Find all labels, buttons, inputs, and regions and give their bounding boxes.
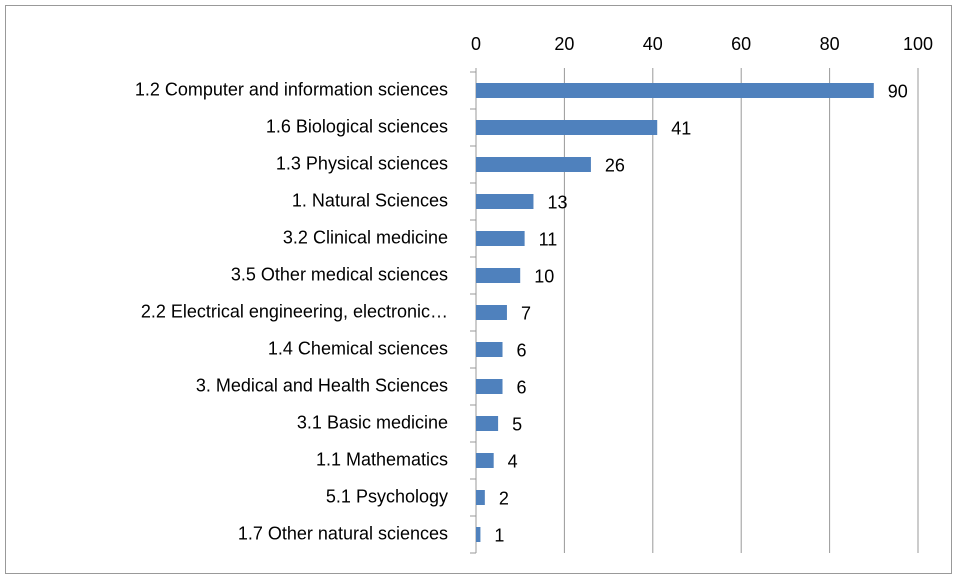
x-tick-label: 20 — [554, 34, 574, 54]
bar — [476, 416, 499, 431]
y-tick-label: 1.4 Chemical sciences — [268, 338, 448, 358]
y-tick-label: 3. Medical and Health Sciences — [196, 375, 448, 395]
x-tick-label: 80 — [820, 34, 840, 54]
data-label: 90 — [888, 81, 908, 101]
y-tick-label: 1.2 Computer and information sciences — [135, 79, 448, 99]
data-label: 6 — [517, 340, 527, 360]
x-tick-label: 60 — [731, 34, 751, 54]
data-label: 26 — [605, 155, 625, 175]
bar — [476, 268, 521, 283]
bar — [476, 231, 525, 246]
data-label: 11 — [539, 229, 558, 249]
x-tick-label: 100 — [903, 34, 933, 54]
y-tick-label: 3.1 Basic medicine — [297, 412, 448, 432]
data-label: 10 — [534, 266, 554, 286]
bar — [476, 194, 534, 209]
data-label: 41 — [671, 118, 691, 138]
bar — [476, 120, 658, 135]
bar — [476, 453, 494, 468]
y-tick-label: 1. Natural Sciences — [292, 190, 448, 210]
data-label: 7 — [521, 303, 531, 323]
data-label: 1 — [494, 525, 504, 545]
data-label: 6 — [517, 377, 527, 397]
y-tick-label: 3.2 Clinical medicine — [283, 227, 448, 247]
y-tick-label: 1.7 Other natural sciences — [238, 523, 448, 543]
x-tick-label: 40 — [643, 34, 663, 54]
bar — [476, 379, 503, 394]
data-label: 13 — [547, 192, 567, 212]
bar — [476, 157, 591, 172]
chart-border — [5, 5, 952, 574]
y-tick-label: 3.5 Other medical sciences — [231, 264, 448, 284]
bar — [476, 83, 874, 98]
data-label: 5 — [512, 414, 522, 434]
bar — [476, 342, 503, 357]
y-tick-label: 2.2 Electrical engineering, electronic… — [141, 301, 448, 321]
x-tick-label: 0 — [471, 34, 481, 54]
y-tick-label: 5.1 Psychology — [326, 486, 448, 506]
y-tick-label: 1.1 Mathematics — [316, 449, 448, 469]
y-tick-label: 1.3 Physical sciences — [276, 153, 448, 173]
bar — [476, 490, 485, 505]
y-tick-label: 1.6 Biological sciences — [266, 116, 448, 136]
bar — [476, 527, 481, 542]
bar — [476, 305, 507, 320]
data-label: 2 — [499, 488, 509, 508]
data-label: 4 — [508, 451, 518, 471]
